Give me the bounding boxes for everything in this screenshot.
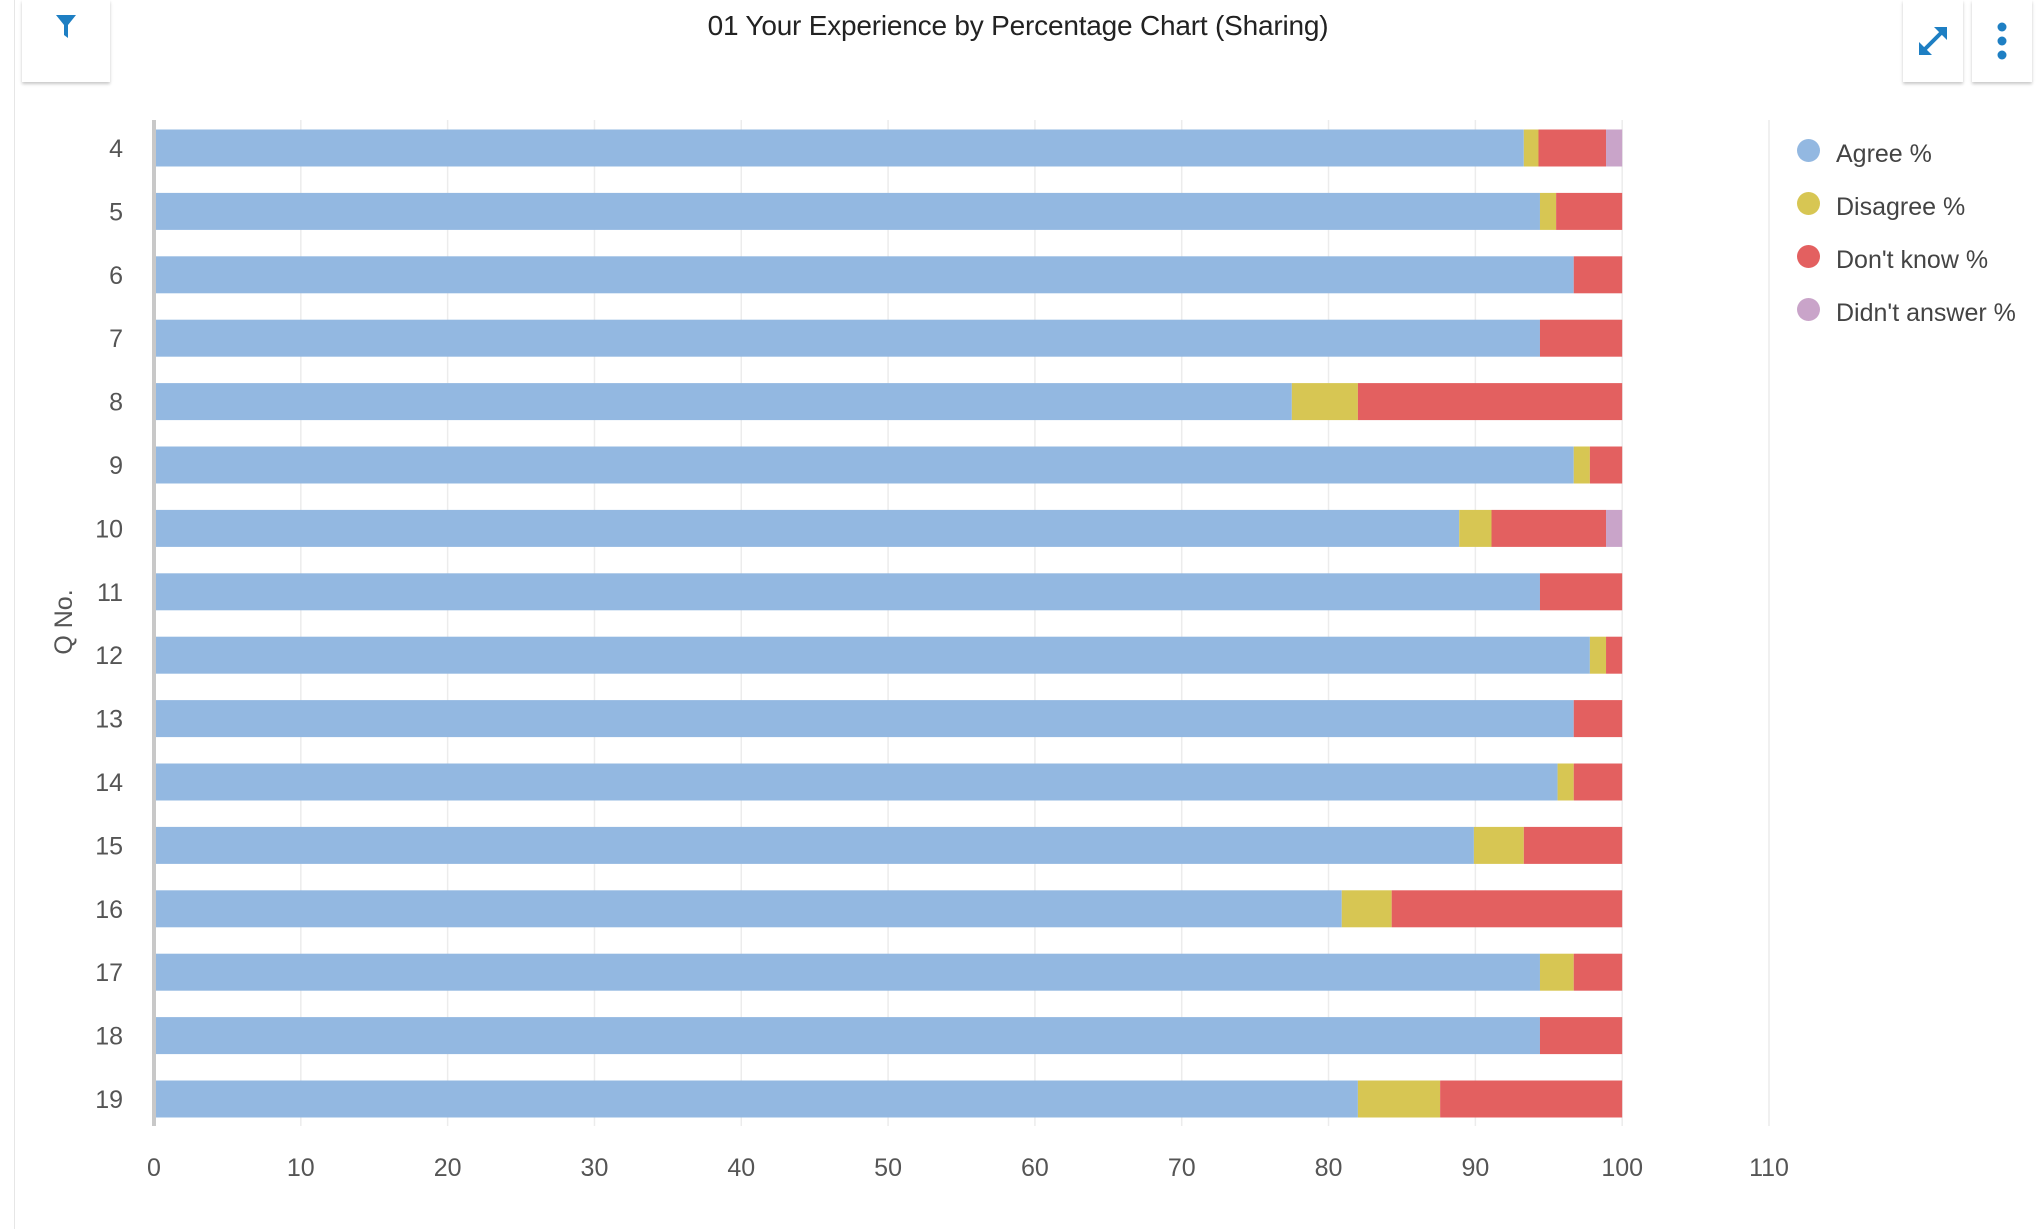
- x-tick-label: 10: [287, 1154, 315, 1182]
- y-tick-label: 17: [95, 959, 123, 987]
- bar-segment[interactable]: [1440, 1080, 1623, 1118]
- x-tick-label: 70: [1168, 1154, 1196, 1182]
- legend-swatch: [1797, 298, 1820, 321]
- y-axis-title: Q No.: [50, 589, 78, 654]
- x-tick-label: 110: [1749, 1154, 1789, 1182]
- y-tick-label: 8: [109, 389, 123, 417]
- legend-swatch: [1797, 245, 1820, 268]
- legend-label: Agree %: [1836, 140, 1932, 168]
- y-tick-label: 10: [95, 515, 123, 543]
- x-tick-label: 90: [1461, 1154, 1489, 1182]
- bar-segment[interactable]: [154, 826, 1474, 864]
- bar-segment[interactable]: [154, 192, 1540, 230]
- legend-item[interactable]: Didn't answer %: [1797, 287, 2016, 340]
- y-tick-label: 4: [109, 135, 123, 163]
- bar-segment[interactable]: [154, 636, 1590, 674]
- legend-swatch: [1797, 192, 1820, 215]
- bar-segment[interactable]: [154, 509, 1460, 547]
- bar-segment[interactable]: [1573, 256, 1623, 294]
- bar-segment[interactable]: [154, 953, 1540, 991]
- y-tick-label: 13: [95, 706, 123, 734]
- legend-item[interactable]: Agree %: [1797, 128, 2016, 181]
- bar-segment[interactable]: [154, 129, 1524, 167]
- legend-label: Disagree %: [1836, 193, 1966, 221]
- chart-title: 01 Your Experience by Percentage Chart (…: [707, 10, 1329, 41]
- x-tick-label: 100: [1601, 1154, 1643, 1182]
- bar-segment[interactable]: [154, 383, 1292, 421]
- bar-segment[interactable]: [1606, 129, 1623, 167]
- x-tick-label: 60: [1021, 1154, 1049, 1182]
- y-tick-label: 9: [109, 452, 123, 480]
- legend-item[interactable]: Don't know %: [1797, 234, 2016, 287]
- bar-segment[interactable]: [154, 319, 1540, 357]
- x-tick-label: 30: [581, 1154, 609, 1182]
- bar-segment[interactable]: [154, 700, 1574, 738]
- bar-segment[interactable]: [1573, 446, 1590, 484]
- bar-segment[interactable]: [1606, 509, 1623, 547]
- stacked-bar-chart: 0 10 20 30 40 50 60 70 80 90 100 110 4 5 6 7 8 9 10 11 12 13 1…: [50, 120, 1789, 1182]
- bar-segment[interactable]: [1557, 763, 1574, 801]
- y-tick-label: 16: [95, 896, 123, 924]
- bar-segment[interactable]: [1357, 383, 1623, 421]
- y-tick-label: 7: [109, 325, 123, 353]
- x-tick-label: 50: [874, 1154, 902, 1182]
- y-tick-label: 11: [97, 579, 123, 607]
- bar-segment[interactable]: [154, 763, 1558, 801]
- bar-segment[interactable]: [1539, 1017, 1623, 1055]
- bar-segment[interactable]: [1606, 636, 1623, 674]
- bar-segment[interactable]: [1539, 573, 1623, 611]
- bar-segment[interactable]: [1538, 129, 1607, 167]
- bar-segment[interactable]: [1357, 1080, 1441, 1118]
- y-tick-label: 12: [95, 642, 123, 670]
- bar-segment[interactable]: [1573, 700, 1623, 738]
- bar-segment[interactable]: [1523, 129, 1539, 167]
- y-tick-label: 19: [95, 1086, 123, 1114]
- y-tick-label: 18: [95, 1023, 123, 1051]
- more-options-button[interactable]: [1972, 0, 2032, 82]
- x-tick-label: 80: [1315, 1154, 1343, 1182]
- legend-swatch: [1797, 139, 1820, 162]
- expand-icon: [1919, 27, 1947, 55]
- bar-segment[interactable]: [1391, 890, 1623, 928]
- x-tick-label: 40: [727, 1154, 755, 1182]
- x-tick-label: 20: [434, 1154, 462, 1182]
- bar-segment[interactable]: [1539, 319, 1623, 357]
- legend-label: Don't know %: [1836, 246, 1989, 274]
- bar-segment[interactable]: [1573, 953, 1623, 991]
- y-tick-label: 14: [95, 769, 123, 797]
- bar-segment[interactable]: [154, 1017, 1540, 1055]
- filter-icon: [56, 15, 76, 38]
- bar-segment[interactable]: [1539, 953, 1574, 991]
- bar-segment[interactable]: [1556, 192, 1623, 230]
- bar-segment[interactable]: [1589, 636, 1607, 674]
- filter-button[interactable]: [22, 0, 110, 82]
- bar-segment[interactable]: [154, 1080, 1358, 1118]
- y-tick-label: 6: [109, 262, 123, 290]
- bar-segment[interactable]: [154, 573, 1540, 611]
- legend-label: Didn't answer %: [1836, 299, 2016, 327]
- legend-item[interactable]: Disagree %: [1797, 181, 2016, 234]
- bar-segment[interactable]: [1291, 383, 1358, 421]
- bar-segment[interactable]: [1589, 446, 1623, 484]
- axes: 0 10 20 30 40 50 60 70 80 90 100 110 4 5 6 7 8 9 10 11 12 13 1…: [95, 120, 1789, 1182]
- bar-segment[interactable]: [154, 446, 1574, 484]
- x-tick-label: 0: [147, 1154, 161, 1182]
- y-tick-label: 5: [109, 198, 123, 226]
- bar-segment[interactable]: [154, 256, 1574, 294]
- bar-segment[interactable]: [1523, 826, 1623, 864]
- more-vertical-icon: [1997, 22, 2007, 60]
- bar-segment[interactable]: [1459, 509, 1492, 547]
- bar-segment[interactable]: [1573, 763, 1623, 801]
- bar-segment[interactable]: [1491, 509, 1607, 547]
- bar-segment[interactable]: [1473, 826, 1524, 864]
- bar-segment[interactable]: [1539, 192, 1557, 230]
- bar-segment[interactable]: [154, 890, 1342, 928]
- bar-segment[interactable]: [1341, 890, 1392, 928]
- bars: [154, 129, 1623, 1118]
- y-tick-label: 15: [95, 832, 123, 860]
- expand-button[interactable]: [1903, 0, 1963, 82]
- legend: Agree % Disagree % Don't know % Didn't answ…: [1797, 128, 2016, 340]
